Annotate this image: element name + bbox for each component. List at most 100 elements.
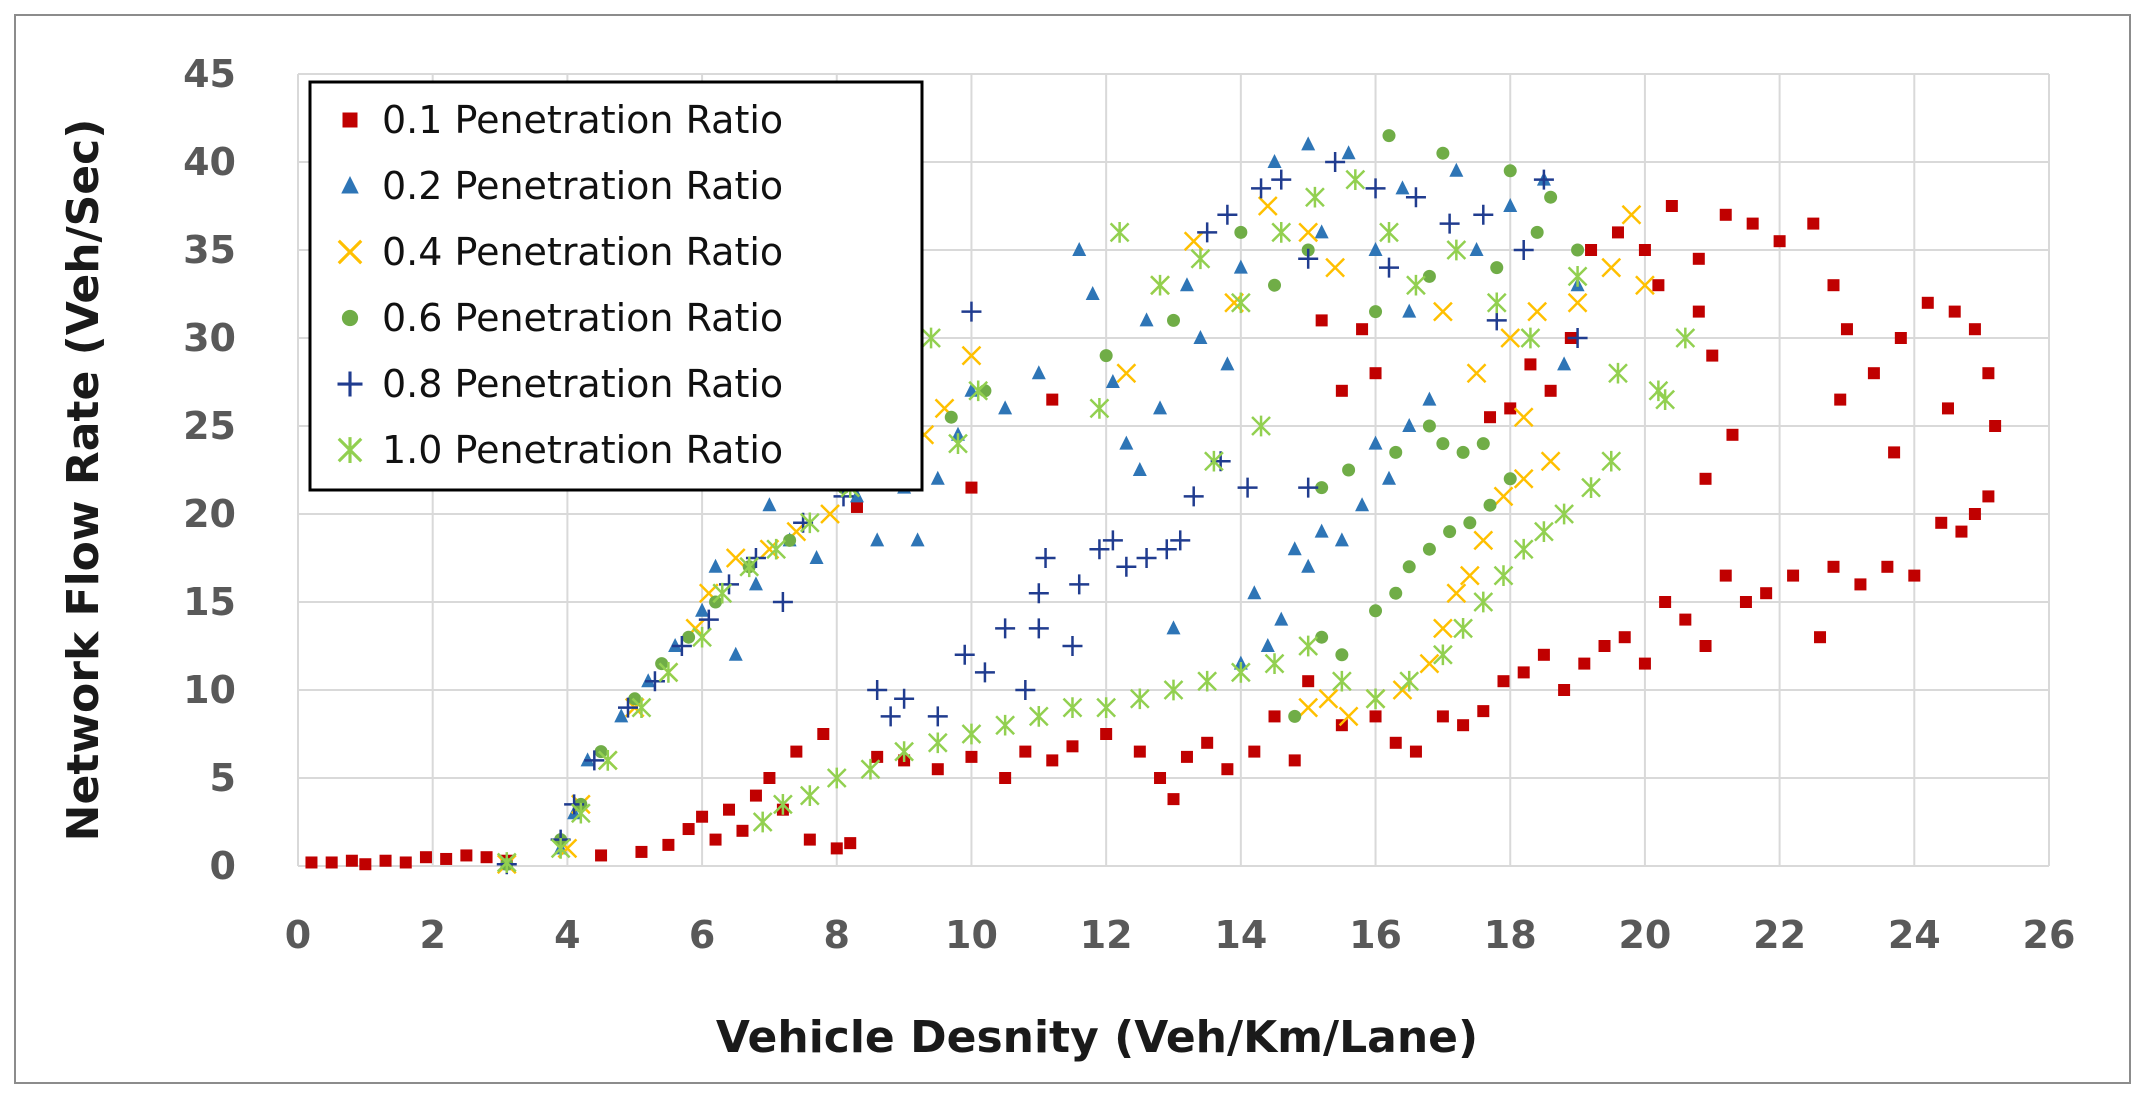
data-point [1389,586,1403,600]
data-point [1601,450,1622,472]
data-point [1554,503,1574,525]
data-point [999,772,1012,784]
data-point [1706,349,1719,362]
data-point [682,630,696,644]
y-tick-label: 25 [183,404,236,448]
data-point [1436,710,1449,723]
data-point [1395,180,1410,195]
data-point [826,767,847,789]
data-point [550,838,571,859]
legend-entry: 0.8 Penetration Ratio [337,362,783,406]
axes: 0 2 4 6 8 10 12 14 16 18 20 22 24 2605101520253035404… [183,52,2075,957]
data-point [1699,472,1712,485]
x-tick-label: 24 [1888,913,1941,957]
data-point [1989,420,2002,432]
data-point [1571,243,1585,257]
data-point [1534,521,1554,542]
data-point [1139,312,1154,327]
data-point [1533,169,1554,190]
data-point [1503,472,1517,486]
data-point [1154,772,1167,784]
data-point [1035,548,1056,568]
data-point [341,309,359,327]
data-point [728,646,743,661]
data-point [1760,587,1773,600]
data-point [1655,389,1676,410]
data-point [1230,292,1251,314]
data-point [1150,274,1170,296]
data-point [1129,688,1150,710]
data-point [1618,631,1631,644]
data-point [1611,226,1624,239]
y-tick-label: 0 [210,844,236,888]
data-point [1513,538,1534,560]
data-point [1402,418,1417,432]
data-point [337,371,363,397]
data-point [998,400,1013,415]
data-point [1432,301,1453,322]
data-point [1530,225,1544,239]
data-point [860,758,881,780]
legend-label: 1.0 Penetration Ratio [382,428,783,472]
data-point [1287,541,1302,556]
data-point [440,852,453,865]
data-point [1119,435,1134,450]
data-point [1116,556,1137,577]
x-tick-label: 14 [1214,913,1267,957]
y-tick-label: 35 [183,228,236,272]
x-tick-label: 6 [689,913,715,957]
data-point [1109,222,1130,243]
data-point [1466,363,1487,384]
data-point [325,856,338,869]
data-point [1405,187,1426,208]
y-tick-label: 45 [183,52,236,96]
data-point [1908,569,1921,582]
data-point [1325,257,1346,278]
series-1-0 [496,169,1696,873]
data-point [1190,248,1211,270]
data-point [736,824,749,837]
data-point [655,657,669,671]
data-point [1484,411,1497,424]
data-point [1167,793,1180,806]
data-point [1132,462,1147,476]
data-point [850,500,863,513]
data-point [1483,498,1497,512]
data-point [1260,638,1275,652]
data-point [752,811,773,833]
data-point [1469,242,1484,256]
data-point [783,533,797,547]
data-point [1854,578,1867,591]
data-point [1524,358,1537,371]
data-point [1301,558,1316,573]
data-point [1527,301,1548,322]
legend-entry: 0.2 Penetration Ratio [341,164,783,208]
data-point [1679,613,1692,626]
data-point [1807,217,1820,230]
data-point [1382,470,1397,485]
data-point [658,662,679,683]
data-point [1419,653,1440,674]
data-point [790,745,803,758]
data-point [1457,719,1470,732]
data-point [709,833,722,846]
data-point [1379,257,1400,278]
data-point [1746,217,1759,230]
data-point [1028,618,1049,639]
data-point [739,556,760,578]
data-point [662,838,675,851]
legend-label: 0.2 Penetration Ratio [382,164,783,208]
data-point [1558,684,1571,696]
x-tick-label: 18 [1484,913,1537,957]
data-point [961,345,982,366]
data-point [1318,688,1339,709]
x-tick-label: 12 [1080,913,1133,957]
data-point [1921,296,1934,309]
data-point [978,384,992,398]
x-tick-label: 8 [824,913,850,957]
data-point [1089,398,1110,419]
data-point [1739,596,1752,608]
data-point [379,854,392,867]
data-point [1719,208,1732,221]
data-point [1217,204,1238,225]
